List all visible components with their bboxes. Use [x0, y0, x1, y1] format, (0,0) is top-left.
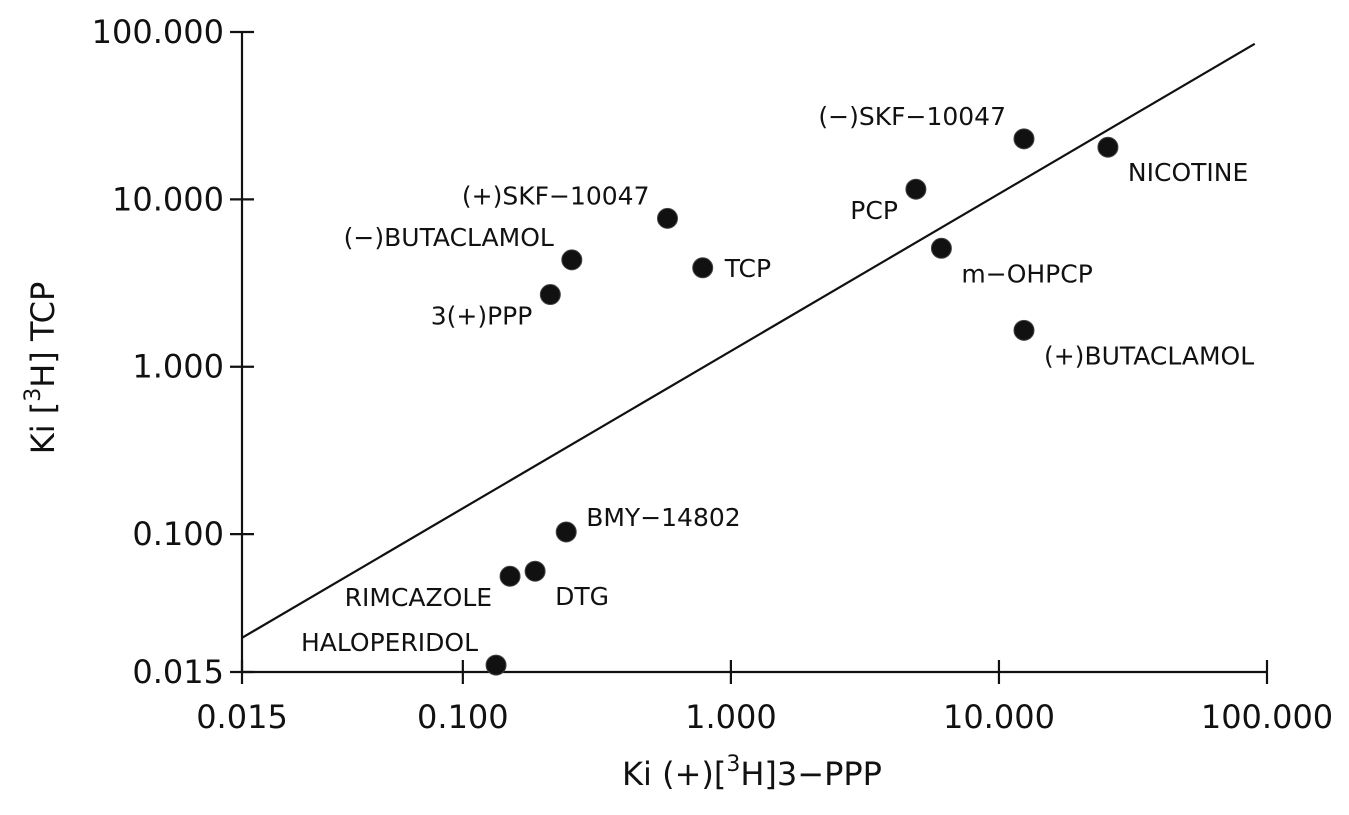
data-point-label: DTG [555, 582, 609, 611]
data-point [555, 521, 577, 543]
x-axis-label: Ki (+)[3H]3−PPP [622, 752, 882, 793]
y-axis-ticks: 0.015 0.100 1.000 10.000 100.000 [92, 13, 254, 691]
data-point-label: (+)BUTACLAMOL [1044, 341, 1254, 370]
regression-line [241, 42, 1256, 639]
x-tick-label: 1.000 [685, 698, 777, 736]
data-point [905, 178, 927, 200]
x-tick-label: 0.015 [196, 698, 288, 736]
data-point [524, 560, 546, 582]
y-axis-label-sup: 3 [21, 388, 46, 402]
data-point [930, 237, 952, 259]
y-tick-label: 0.100 [132, 515, 224, 553]
x-axis-label-sup: 3 [726, 752, 740, 777]
data-point-label: (−)BUTACLAMOL [344, 223, 554, 252]
data-point [561, 249, 583, 271]
point-labels: HALOPERIDOL RIMCAZOLE DTG BMY−14802 3(+)PPP (… [301, 102, 1254, 657]
data-points [485, 128, 1119, 676]
x-tick-label: 100.000 [1201, 698, 1333, 736]
data-point-label: 3(+)PPP [431, 302, 533, 331]
x-axis-label-prefix: Ki (+)[ [622, 755, 726, 793]
x-tick-label: 10.000 [943, 698, 1055, 736]
data-point-label: (−)SKF−10047 [818, 102, 1006, 131]
data-point-label: RIMCAZOLE [345, 583, 492, 612]
data-point-label: BMY−14802 [586, 503, 740, 532]
data-point [499, 565, 521, 587]
y-axis-label-prefix: Ki [ [24, 402, 62, 455]
data-point-label: TCP [724, 254, 771, 283]
data-point [1013, 128, 1035, 150]
axes [240, 32, 1267, 674]
y-tick-label: 10.000 [112, 180, 224, 218]
data-point [485, 654, 507, 676]
data-point [1097, 136, 1119, 158]
data-point [656, 207, 678, 229]
data-point-label: m−OHPCP [961, 259, 1092, 288]
x-axis-label-suffix: H]3−PPP [740, 755, 882, 793]
x-axis-ticks: 0.015 0.100 1.000 10.000 100.000 [196, 660, 1333, 736]
x-tick-label: 0.100 [417, 698, 509, 736]
data-point [539, 284, 561, 306]
data-point [692, 257, 714, 279]
y-tick-label: 1.000 [132, 348, 224, 386]
data-point-label: PCP [850, 196, 898, 225]
y-axis-label: Ki [3H] TCP [21, 282, 62, 455]
y-tick-label: 0.015 [132, 653, 224, 691]
data-point-label: (+)SKF−10047 [462, 181, 650, 210]
data-point [1013, 319, 1035, 341]
y-axis-label-suffix: H] TCP [24, 282, 62, 388]
y-tick-label: 100.000 [92, 13, 224, 51]
data-point-label: NICOTINE [1128, 158, 1248, 187]
data-point-label: HALOPERIDOL [301, 628, 478, 657]
